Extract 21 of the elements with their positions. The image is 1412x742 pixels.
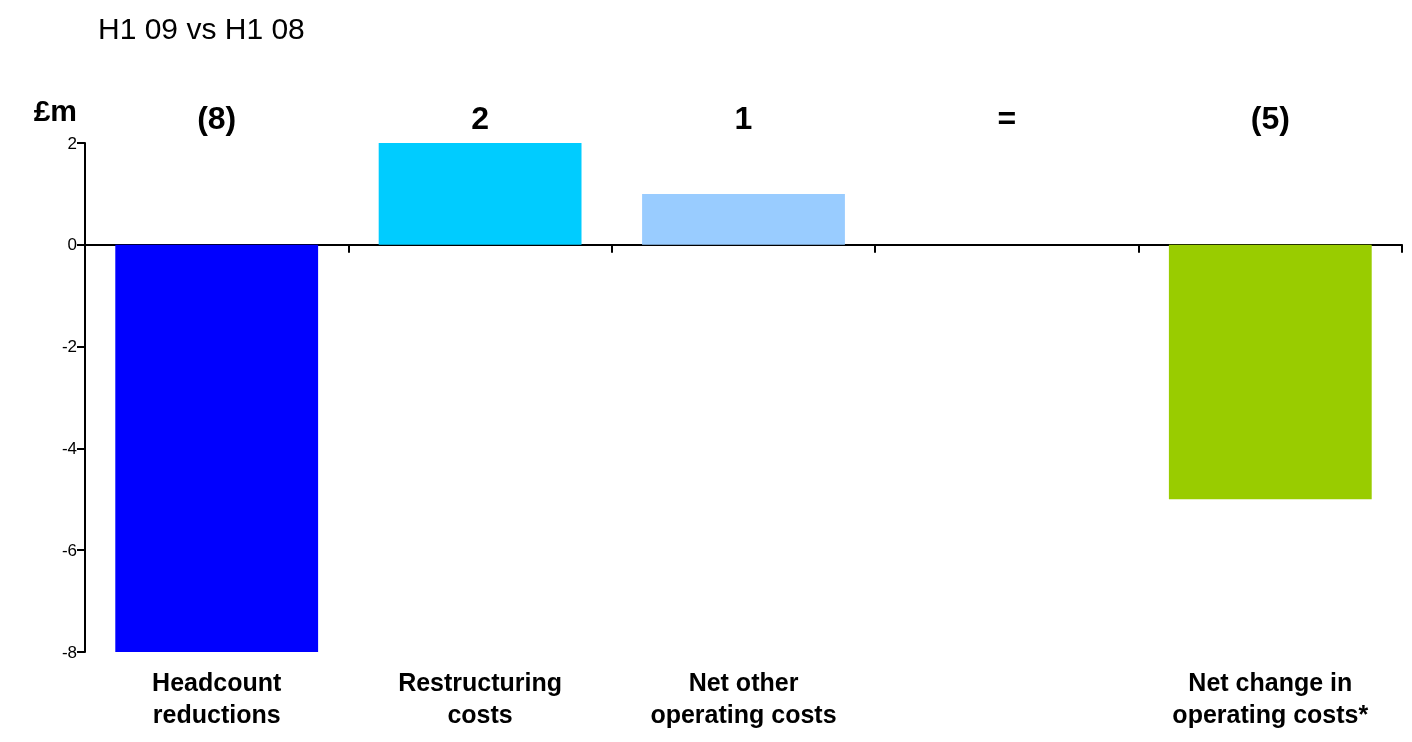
y-axis-title: £m <box>33 93 77 127</box>
x-tick-label: Net change in operating costs* <box>1172 668 1369 728</box>
y-tick-label: -2 <box>61 337 77 357</box>
x-tick-label: Restructuring costs <box>398 668 563 728</box>
bar <box>642 193 845 245</box>
text: 2 <box>471 100 489 136</box>
text: (8) <box>197 100 237 136</box>
y-tick-label: -8 <box>61 642 77 662</box>
bar <box>1168 244 1372 500</box>
x-tick-label: Headcount reductions <box>152 668 282 728</box>
y-tick-label: 2 <box>67 133 77 153</box>
y-tick-label: -6 <box>61 540 77 560</box>
text: = <box>997 100 1017 136</box>
text: 1 <box>734 100 753 136</box>
x-tick-label: Net other operating costs <box>650 668 837 728</box>
y-tick-label: 0 <box>67 235 77 255</box>
chart-title: H1 09 vs H1 08 <box>98 11 305 45</box>
bar <box>115 244 319 652</box>
bar <box>378 143 582 245</box>
y-tick-label: -4 <box>61 438 77 458</box>
text: (5) <box>1250 100 1290 136</box>
